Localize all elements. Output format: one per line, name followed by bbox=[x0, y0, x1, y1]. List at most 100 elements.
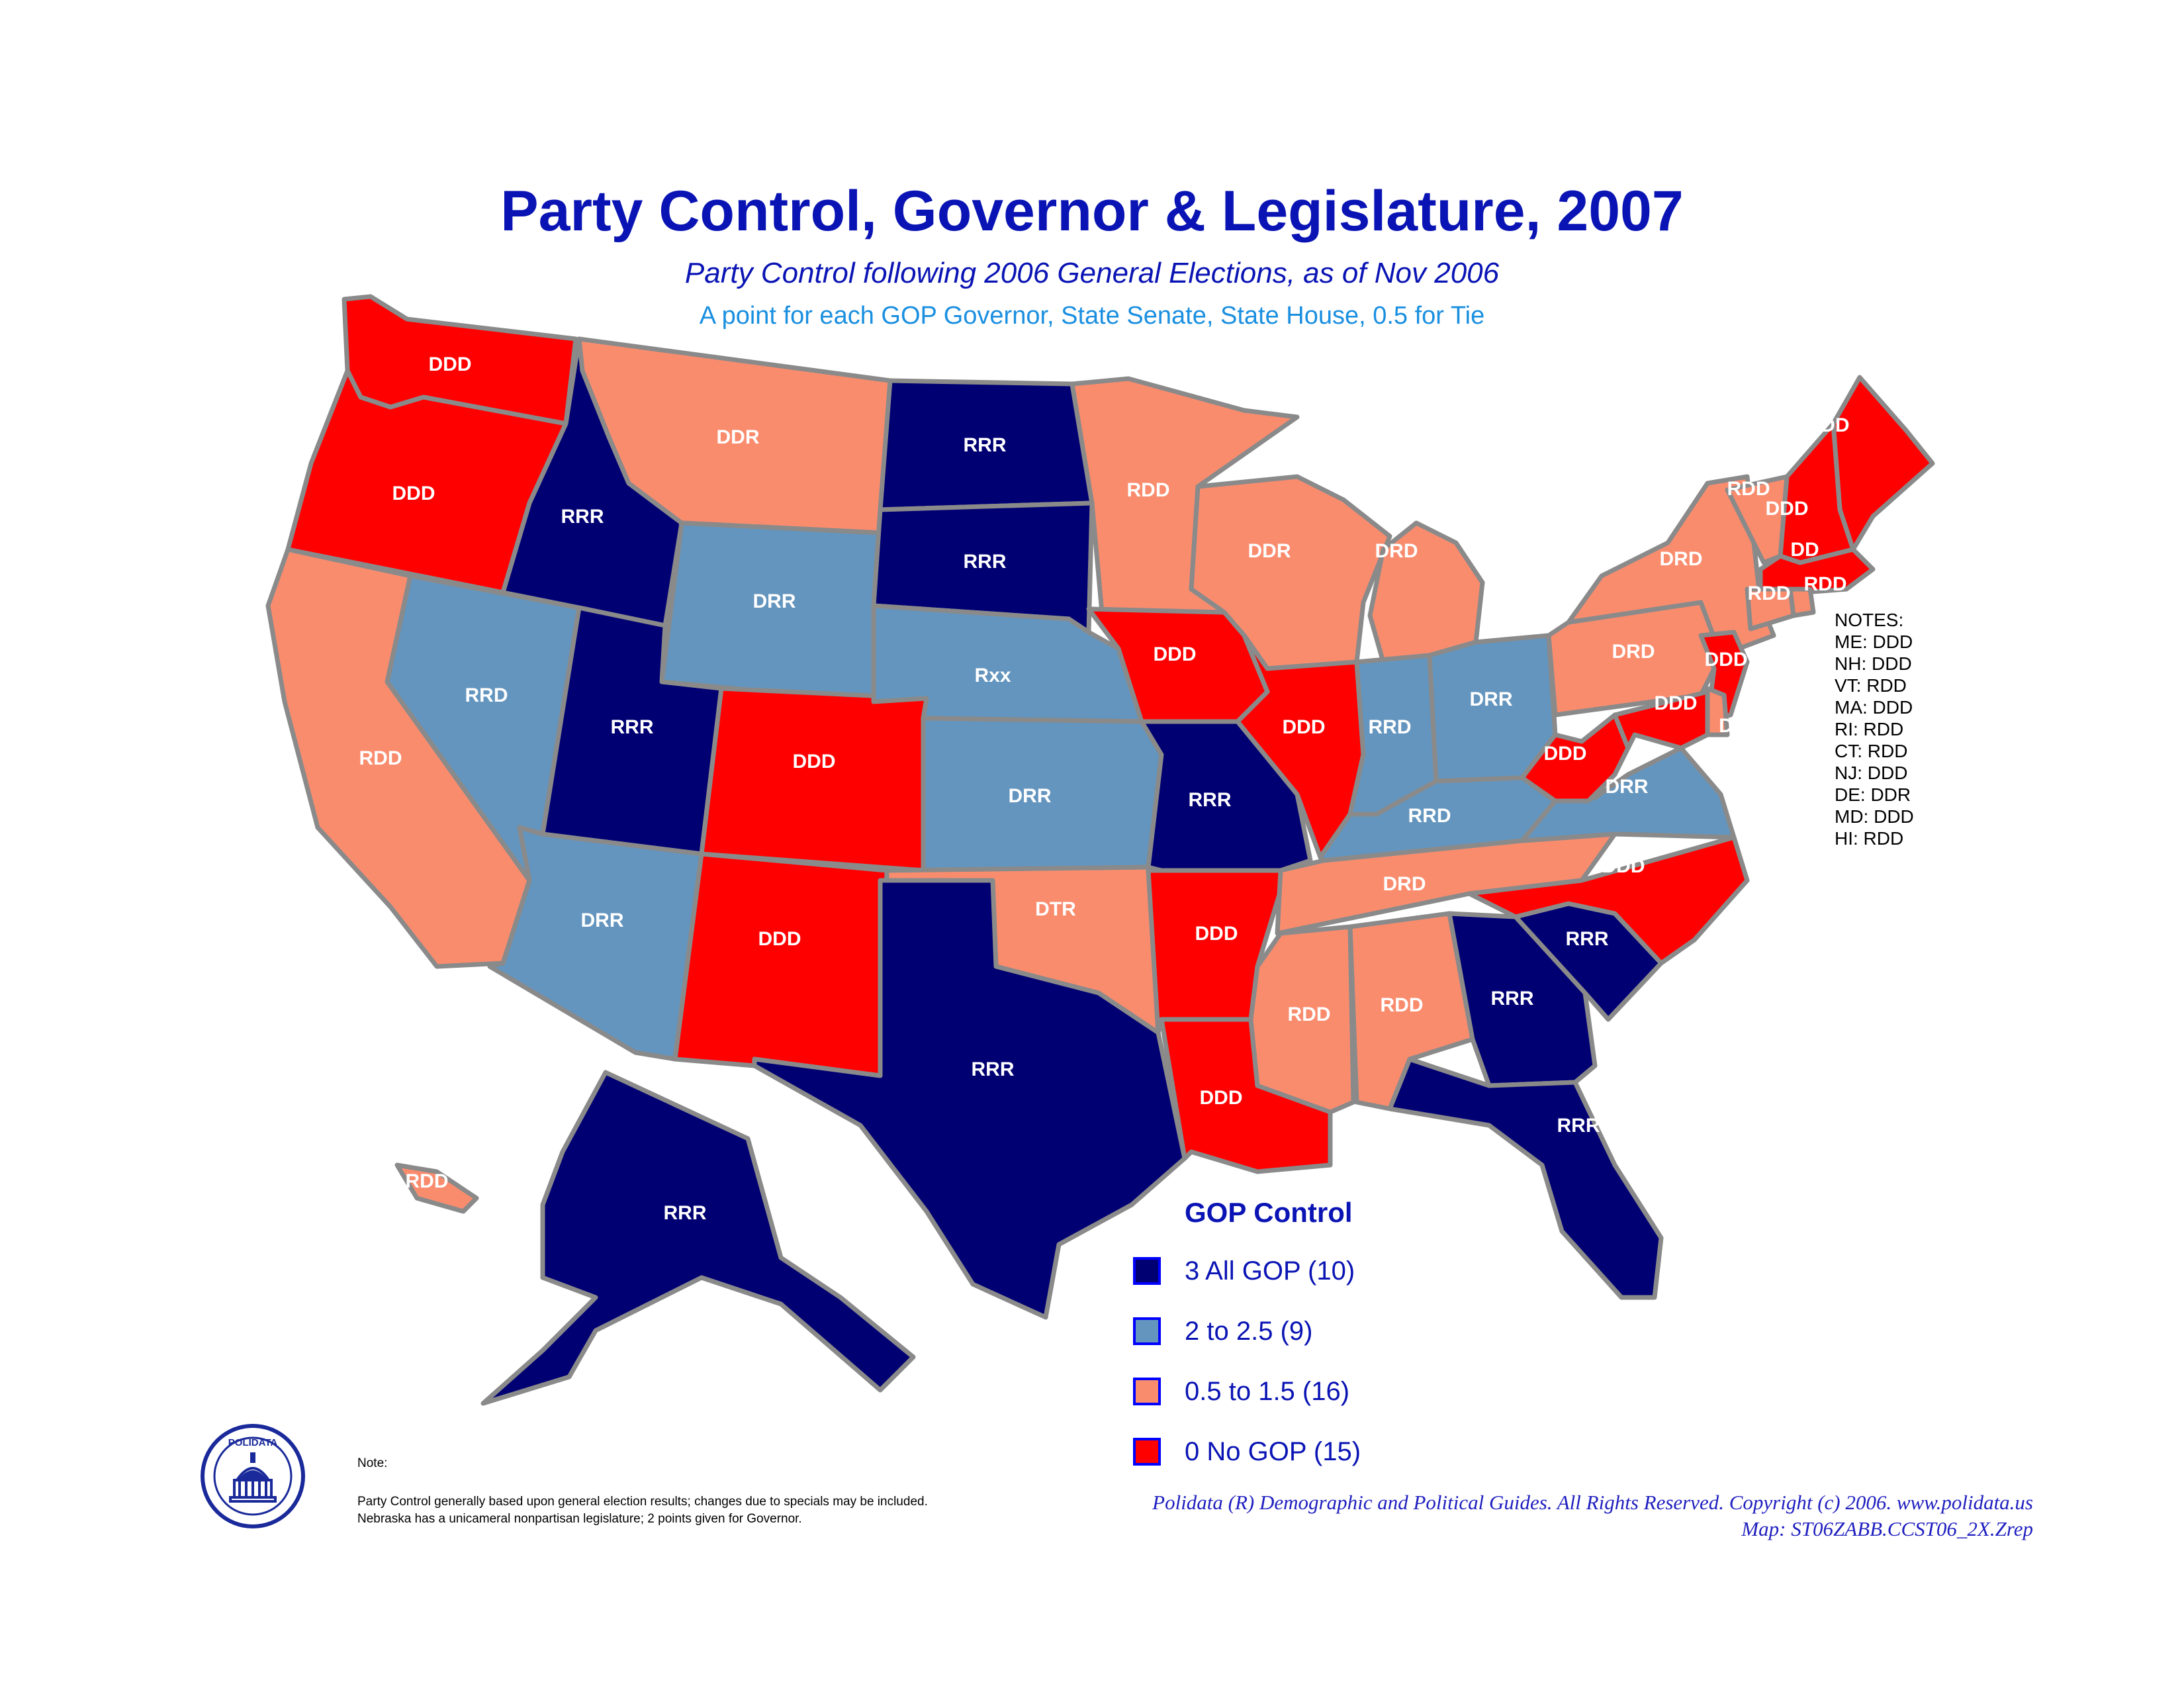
state-label-mn: RDD bbox=[1127, 479, 1170, 501]
state-label-tn: DRD bbox=[1383, 873, 1426, 895]
state-label-ct: RDD bbox=[1748, 583, 1791, 604]
state-wy bbox=[659, 520, 883, 704]
state-label-ny: DRD bbox=[1660, 548, 1703, 570]
state-label-ma: DD bbox=[1790, 539, 1819, 561]
state-me bbox=[1831, 375, 1935, 552]
state-label-il: DDD bbox=[1283, 716, 1326, 738]
state-label-co: DDD bbox=[793, 751, 836, 773]
state-label-nd: RRR bbox=[964, 434, 1007, 456]
state-hi bbox=[394, 1162, 479, 1214]
state-label-nj: DDD bbox=[1705, 649, 1748, 671]
state-fl bbox=[1387, 1056, 1664, 1300]
state-labels: DDDDDDRDDRRDRRRDDRDRRRRRDRRDDDDDDRRRRRRR… bbox=[359, 353, 1850, 1224]
state-label-sd: RRR bbox=[964, 551, 1007, 573]
state-label-ks: DRR bbox=[1009, 785, 1052, 807]
state-label-hi: RDD bbox=[406, 1170, 449, 1192]
legend-label: 0.5 to 1.5 (16) bbox=[1185, 1376, 1350, 1406]
state-label-va: DRR bbox=[1606, 776, 1649, 798]
notes-list: ME: DDD NH: DDD VT: RDD MA: DDD RI: RDD CT: R… bbox=[1835, 631, 1914, 849]
state-label-wi: DDR bbox=[1248, 540, 1291, 562]
note-line: DE: DDR bbox=[1835, 784, 1911, 805]
note-line: MD: DDD bbox=[1835, 806, 1914, 827]
credit-block: Polidata (R) Demographic and Political G… bbox=[1152, 1489, 2033, 1542]
legend-title: GOP Control bbox=[1185, 1197, 1353, 1228]
map-id-line: Map: ST06ZABB.CCST06_2X.Zrep bbox=[1741, 1517, 2033, 1540]
state-ak bbox=[480, 1070, 916, 1406]
state-label-mi: DRD bbox=[1375, 540, 1418, 562]
state-label-ok: DTR bbox=[1035, 898, 1076, 920]
state-label-ne: Rxx bbox=[974, 665, 1011, 686]
state-label-nh: DDD bbox=[1766, 498, 1809, 520]
notes-panel: NOTES: ME: DDD NH: DDD VT: RDD MA: DDD RI: R… bbox=[1835, 609, 1914, 849]
state-label-or: DDD bbox=[392, 483, 435, 504]
state-nm bbox=[672, 851, 889, 1078]
state-label-oh: DRR bbox=[1470, 688, 1513, 710]
map-subtitle: Party Control following 2006 General Ele… bbox=[684, 257, 1500, 289]
note-line: ME: DDD bbox=[1835, 632, 1913, 652]
state-md bbox=[1612, 689, 1710, 751]
state-label-ri: RDD bbox=[1804, 573, 1847, 595]
legend-item: 3 All GOP (10) bbox=[1133, 1254, 1355, 1288]
note-line: NJ: DDD bbox=[1835, 763, 1908, 783]
note-line: VT: RDD bbox=[1835, 675, 1907, 696]
state-tx bbox=[752, 878, 1187, 1320]
state-label-sc: RRR bbox=[1566, 928, 1609, 950]
state-label-ia: DDD bbox=[1154, 643, 1197, 665]
state-label-de: D bbox=[1719, 715, 1733, 737]
state-label-vt: RDD bbox=[1727, 478, 1770, 500]
legend-swatch bbox=[1133, 1317, 1161, 1345]
state-label-ky: RRD bbox=[1408, 805, 1451, 827]
state-label-nv: RRD bbox=[465, 684, 508, 706]
state-co bbox=[699, 686, 929, 873]
state-label-ca: RDD bbox=[359, 747, 402, 769]
notes-heading: NOTES: bbox=[1835, 610, 1904, 630]
state-label-az: DRR bbox=[581, 910, 624, 931]
legend-item: 0 No GOP (15) bbox=[1133, 1435, 1361, 1468]
legend-swatch bbox=[1133, 1257, 1161, 1285]
footnote-line-2: Nebraska has a unicameral nonpartisan le… bbox=[357, 1512, 802, 1526]
state-label-wy: DRR bbox=[753, 590, 796, 612]
legend-item: 2 to 2.5 (9) bbox=[1133, 1315, 1312, 1348]
state-label-ut: RRR bbox=[611, 716, 654, 738]
state-label-ar: DDD bbox=[1195, 923, 1238, 945]
state-label-me: DDD bbox=[1807, 414, 1850, 436]
state-label-id: RRR bbox=[561, 506, 604, 528]
legend-label: 3 All GOP (10) bbox=[1185, 1256, 1355, 1286]
state-label-ms: RDD bbox=[1288, 1004, 1331, 1025]
legend-label: 2 to 2.5 (9) bbox=[1185, 1316, 1313, 1346]
state-label-md: DDD bbox=[1655, 692, 1698, 714]
note-line: HI: RDD bbox=[1835, 828, 1904, 849]
state-label-tx: RRR bbox=[972, 1058, 1015, 1080]
state-label-ga: RRR bbox=[1491, 988, 1534, 1009]
state-label-nm: DDD bbox=[758, 928, 801, 950]
state-tn bbox=[1275, 831, 1617, 936]
state-label-al: RDD bbox=[1381, 994, 1424, 1016]
state-label-wv: DDD bbox=[1544, 743, 1587, 765]
legend-item: 0.5 to 1.5 (16) bbox=[1133, 1375, 1349, 1408]
legend-swatch bbox=[1133, 1438, 1161, 1466]
footnote-body: Party Control generally based upon gener… bbox=[357, 1493, 928, 1528]
state-nc bbox=[1467, 835, 1750, 966]
state-label-nc: DDD bbox=[1602, 855, 1645, 877]
state-label-pa: DRD bbox=[1612, 641, 1655, 663]
legend-label: 0 No GOP (15) bbox=[1185, 1436, 1361, 1466]
state-label-fl: RRR bbox=[1557, 1115, 1600, 1137]
state-label-la: DDD bbox=[1200, 1087, 1243, 1109]
map-title: Party Control, Governor & Legislature, 2… bbox=[500, 179, 1684, 243]
legend-swatch bbox=[1133, 1378, 1161, 1405]
copyright-line: Polidata (R) Demographic and Political G… bbox=[1152, 1491, 2033, 1514]
state-label-mo: RRR bbox=[1189, 789, 1232, 811]
state-ri bbox=[1788, 586, 1816, 618]
state-label-ak: RRR bbox=[664, 1202, 707, 1224]
note-line: MA: DDD bbox=[1835, 697, 1913, 718]
state-label-in: RRD bbox=[1369, 716, 1412, 738]
note-line: NH: DDD bbox=[1835, 653, 1912, 674]
note-line: CT: RDD bbox=[1835, 741, 1908, 761]
polidata-logo-icon: POLIDATA bbox=[201, 1424, 305, 1528]
map-scoring-note: A point for each GOP Governor, State Sen… bbox=[699, 302, 1485, 330]
note-line: RI: RDD bbox=[1835, 719, 1904, 739]
state-label-mt: DDR bbox=[717, 426, 760, 448]
state-shapes bbox=[265, 294, 1935, 1406]
state-label-wa: DDD bbox=[429, 353, 472, 375]
